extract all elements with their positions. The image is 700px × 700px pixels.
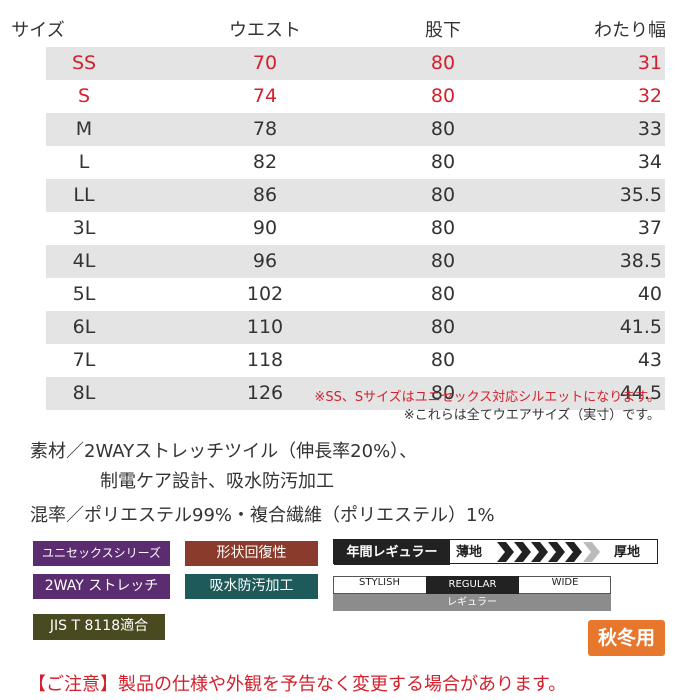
table-cell: 78: [252, 118, 278, 140]
table-cell: 8L: [72, 382, 96, 404]
table-cell: 31: [637, 52, 662, 74]
table-cell: 80: [430, 151, 456, 173]
table-cell: SS: [71, 52, 97, 74]
material-line: 素材／2WAYストレッチツイル（伸長率20%）、: [30, 441, 418, 462]
table-cell: S: [77, 85, 91, 107]
table-cell: 80: [430, 283, 456, 305]
table-row: SS 70 80 31: [46, 47, 665, 80]
table-cell: 80: [430, 316, 456, 338]
table-cell: 96: [252, 250, 278, 272]
table-cell: 70: [252, 52, 278, 74]
table-cell: L: [78, 151, 90, 173]
notice: 【ご注意】製品の仕様や外観を予告なく変更する場合があります。: [28, 674, 567, 695]
table-cell: 80: [430, 250, 456, 272]
table-cell: 7L: [72, 349, 96, 371]
fit-scale: STYLISH REGULAR WIDE レギュラー: [333, 576, 611, 612]
table-row: L 82 80 34: [46, 146, 665, 179]
table-cell: 80: [430, 52, 456, 74]
table-cell: 44.5: [619, 382, 662, 404]
season-badge: 秋冬用: [588, 620, 665, 656]
table-cell: 41.5: [619, 316, 662, 338]
table-cell: 118: [246, 349, 284, 371]
table-row: 6L 110 80 41.5: [46, 311, 665, 344]
table-cell: 40: [637, 283, 662, 305]
table-row: S 74 80 32: [46, 80, 665, 113]
gauge-thick: 厚地: [614, 545, 641, 560]
table-cell: 32: [637, 85, 662, 107]
table-cell: 34: [637, 151, 662, 173]
table-cell: LL: [73, 184, 95, 206]
table-cell: 80: [430, 382, 456, 404]
table-cell: 38.5: [619, 250, 662, 272]
gauge-label: 年間レギュラー: [334, 540, 450, 565]
table-cell: 80: [430, 184, 456, 206]
fit-option: REGULAR: [426, 576, 519, 594]
badge: 形状回復性: [185, 541, 318, 566]
badge: 2WAY ストレッチ: [33, 574, 170, 599]
table-cell: 126: [246, 382, 284, 404]
table-cell: 35.5: [619, 184, 662, 206]
table-cell: 3L: [72, 217, 96, 239]
header-cell: わたり幅: [594, 20, 666, 41]
table-row: 4L 96 80 38.5: [46, 245, 665, 278]
fit-option: STYLISH: [359, 577, 400, 588]
fit-option: WIDE: [551, 577, 579, 588]
table-row: M 78 80 33: [46, 113, 665, 146]
fabric-gauge: 年間レギュラー 薄地 厚地: [333, 539, 658, 565]
note: ※これらは全てウエアサイズ（実寸）です。: [403, 408, 660, 423]
note: ※SS、Sサイズはユニセックス対応シルエットになります。: [314, 390, 660, 405]
table-row: 3L 90 80 37: [46, 212, 665, 245]
gauge-arrows: [497, 542, 600, 562]
badge: JIS T 8118適合: [33, 614, 165, 640]
table-cell: M: [75, 118, 93, 140]
table-cell: 110: [246, 316, 284, 338]
table-cell: 86: [252, 184, 278, 206]
header-cell: 股下: [425, 20, 461, 41]
table-cell: 82: [252, 151, 278, 173]
header-cell: サイズ: [11, 20, 65, 41]
material-line: 制電ケア設計、吸水防汚加工: [100, 471, 334, 492]
table-cell: 80: [430, 118, 456, 140]
table-cell: 4L: [72, 250, 96, 272]
table-cell: 37: [637, 217, 662, 239]
material-line: 混率／ポリエステル99%・複合繊維（ポリエステル）1%: [30, 505, 495, 526]
badge: 吸水防汚加工: [185, 574, 318, 599]
badge: ユニセックスシリーズ: [33, 541, 170, 566]
table-cell: 74: [252, 85, 278, 107]
table-row: 5L 102 80 40: [46, 278, 665, 311]
table-cell: 5L: [72, 283, 96, 305]
table-cell: 80: [430, 85, 456, 107]
header-cell: ウエスト: [229, 20, 301, 41]
table-cell: 43: [637, 349, 662, 371]
table-cell: 6L: [72, 316, 96, 338]
gauge-thin: 薄地: [456, 545, 483, 560]
table-cell: 80: [430, 217, 456, 239]
table-row: 8L 126 80 44.5: [46, 377, 665, 410]
table-cell: 90: [252, 217, 278, 239]
fit-caption: レギュラー: [333, 594, 611, 611]
table-cell: 33: [637, 118, 662, 140]
table-row: 7L 118 80 43: [46, 344, 665, 377]
table-cell: 102: [246, 283, 284, 305]
table-row: LL 86 80 35.5: [46, 179, 665, 212]
table-cell: 80: [430, 349, 456, 371]
